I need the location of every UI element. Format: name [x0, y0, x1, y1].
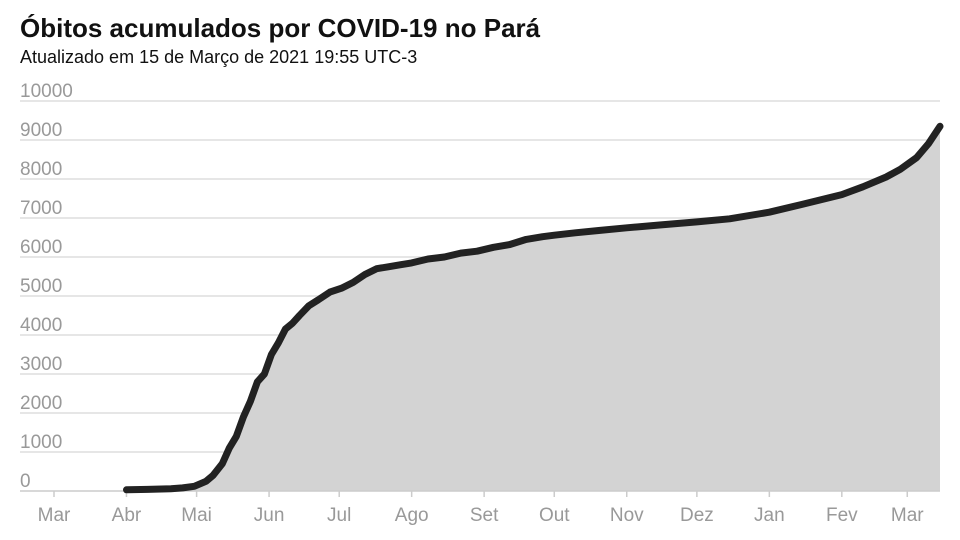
x-tick-label-12: Mar [891, 505, 924, 526]
y-tick-label-9000: 9000 [20, 120, 62, 141]
x-tick-label-10: Jan [754, 505, 785, 526]
y-axis-ticks: 0 1000 2000 3000 4000 5000 6000 7000 8000 9000 100… [20, 81, 73, 492]
chart-subtitle: Atualizado em 15 de Março de 2021 19:55 … [20, 47, 418, 67]
x-tick-label-11: Fev [826, 505, 858, 526]
y-tick-label-5000: 5000 [20, 276, 62, 297]
x-tick-label-8: Nov [610, 505, 644, 526]
x-tick-label-7: Out [539, 505, 570, 526]
chart-title: Óbitos acumulados por COVID-19 no Pará [20, 13, 541, 43]
x-tick-label-0: Mar [38, 505, 71, 526]
y-tick-label-3000: 3000 [20, 354, 62, 375]
y-tick-label-7000: 7000 [20, 198, 62, 219]
area-fill [126, 126, 940, 492]
x-tick-label-4: Jul [327, 505, 351, 526]
x-tick-label-6: Set [470, 505, 499, 526]
x-tick-label-1: Abr [112, 505, 142, 526]
line-layer [123, 122, 944, 494]
y-tick-label-0: 0 [20, 471, 31, 492]
x-tick-label-3: Jun [254, 505, 285, 526]
y-tick-label-6000: 6000 [20, 237, 62, 258]
y-tick-label-4000: 4000 [20, 315, 62, 336]
x-tick-label-2: Mai [181, 505, 212, 526]
y-tick-label-10000: 10000 [20, 81, 73, 102]
x-tick-label-5: Ago [395, 505, 429, 526]
y-tick-label-1000: 1000 [20, 432, 62, 453]
y-tick-label-2000: 2000 [20, 393, 62, 414]
x-axis-ticks: Mar Abr Mai Jun Jul Ago Set Out Nov Dez Jan Fev Mar [38, 491, 924, 526]
series-line [123, 122, 944, 494]
x-tick-label-9: Dez [680, 505, 714, 526]
y-tick-label-8000: 8000 [20, 159, 62, 180]
area-layer [126, 126, 940, 492]
